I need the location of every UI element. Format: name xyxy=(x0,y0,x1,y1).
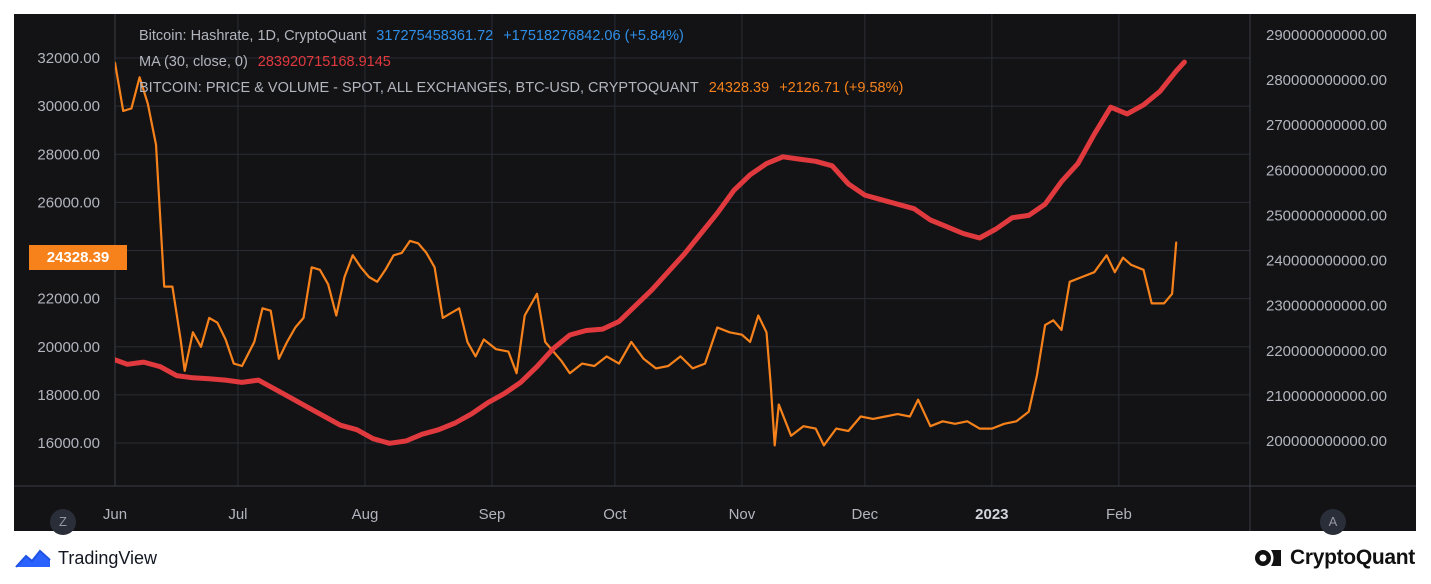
right-tick-label: 290000000000.00 xyxy=(1266,27,1387,44)
tradingview-logo[interactable]: TradingView xyxy=(14,543,157,573)
legend-price[interactable]: BITCOIN: PRICE & VOLUME - SPOT, ALL EXCH… xyxy=(139,80,913,96)
left-tick-label: 30000.00 xyxy=(37,98,100,115)
tradingview-logo-icon xyxy=(15,549,51,568)
left-tick-label: 18000.00 xyxy=(37,387,100,404)
x-tick-label: 2023 xyxy=(975,506,1008,523)
price-series-line xyxy=(115,61,1178,447)
right-tick-label: 210000000000.00 xyxy=(1266,388,1387,405)
cryptoquant-logo[interactable]: CryptoQuant xyxy=(1254,543,1415,573)
legend-hashrate[interactable]: Bitcoin: Hashrate, 1D, CryptoQuant 317275… xyxy=(139,28,694,44)
legend-price-name: BITCOIN: PRICE & VOLUME - SPOT, ALL EXCH… xyxy=(139,80,699,96)
legend-price-change: +2126.71 (+9.58%) xyxy=(779,80,904,96)
legend-hashrate-change: +17518276842.06 (+5.84%) xyxy=(503,28,684,44)
left-tick-label: 16000.00 xyxy=(37,435,100,452)
right-tick-label: 220000000000.00 xyxy=(1266,343,1387,360)
x-tick-label: Jun xyxy=(103,506,127,523)
right-tick-label: 230000000000.00 xyxy=(1266,298,1387,315)
legend-price-value: 24328.39 xyxy=(708,80,770,96)
right-tick-label: 280000000000.00 xyxy=(1266,72,1387,89)
x-tick-label: Sep xyxy=(479,506,506,523)
left-tick-label: 22000.00 xyxy=(37,291,100,308)
right-tick-label: 260000000000.00 xyxy=(1266,162,1387,179)
left-tick-label: 32000.00 xyxy=(37,50,100,67)
tradingview-label: TradingView xyxy=(58,547,158,568)
legend-ma-value: 283920715168.9145 xyxy=(257,54,391,70)
x-tick-label: Oct xyxy=(603,506,627,523)
legend-ma[interactable]: MA (30, close, 0) 283920715168.9145 xyxy=(139,54,401,70)
left-tick-label: 20000.00 xyxy=(37,339,100,356)
legend-hashrate-value: 317275458361.72 xyxy=(376,28,494,44)
right-tick-label: 250000000000.00 xyxy=(1266,207,1387,224)
cryptoquant-label: CryptoQuant xyxy=(1289,546,1415,569)
right-tick-label: 200000000000.00 xyxy=(1266,433,1387,450)
right-tick-label: 240000000000.00 xyxy=(1266,253,1387,270)
auto-scale-right-button[interactable]: A xyxy=(1320,509,1346,535)
chart-svg: 16000.0018000.0020000.0022000.0024000.00… xyxy=(14,14,1416,531)
hashrate-ma-series-line xyxy=(115,59,1187,446)
right-tick-label: 270000000000.00 xyxy=(1266,117,1387,134)
auto-scale-left-button[interactable]: Z xyxy=(50,509,76,535)
left-tick-label: 28000.00 xyxy=(37,146,100,163)
x-tick-label: Nov xyxy=(729,506,756,523)
left-tick-label: 26000.00 xyxy=(37,194,100,211)
cryptoquant-logo-icon xyxy=(1254,550,1281,566)
x-tick-label: Jul xyxy=(228,506,247,523)
last-price-tag: 24328.39 xyxy=(29,245,127,270)
legend-ma-name: MA (30, close, 0) xyxy=(139,54,248,70)
chart-panel: 16000.0018000.0020000.0022000.0024000.00… xyxy=(14,14,1416,535)
x-tick-label: Aug xyxy=(352,506,379,523)
legend-hashrate-name: Bitcoin: Hashrate, 1D, CryptoQuant xyxy=(139,28,367,44)
x-tick-label: Feb xyxy=(1106,506,1132,523)
x-tick-label: Dec xyxy=(851,506,878,523)
